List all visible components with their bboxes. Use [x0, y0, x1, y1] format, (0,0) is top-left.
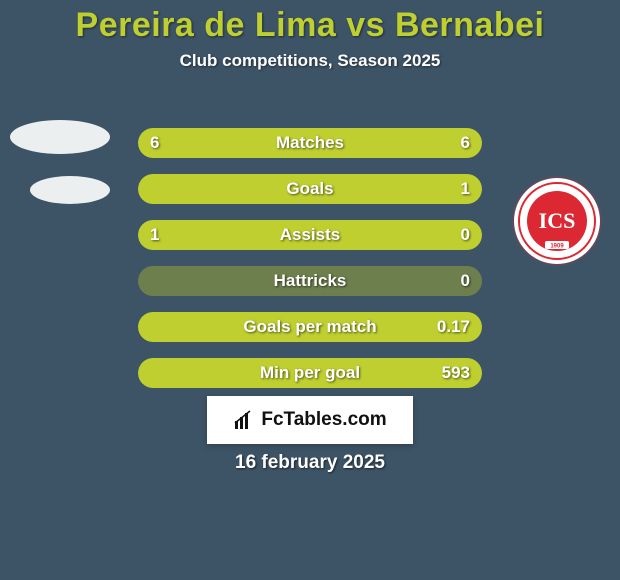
stat-value-left: 1: [150, 220, 159, 250]
stat-value-right: 0: [461, 266, 470, 296]
stat-row: Min per goal593: [0, 350, 620, 396]
stat-value-right: 1: [461, 174, 470, 204]
stat-row: Hattricks0: [0, 258, 620, 304]
stat-row: Assists1 0: [0, 212, 620, 258]
stat-label: Assists: [138, 220, 482, 250]
brand-card: FcTables.com: [207, 396, 413, 444]
stat-label: Hattricks: [138, 266, 482, 296]
stat-rows: Matches66Goals1Assists10Hattricks0Goals …: [0, 120, 620, 396]
brand-text: FcTables.com: [261, 409, 386, 431]
footer-date: 16 february 2025: [0, 452, 620, 474]
stat-row: Goals1: [0, 166, 620, 212]
stat-value-left: 6: [150, 128, 159, 158]
subtitle: Club competitions, Season 2025: [0, 51, 620, 71]
stat-row: Matches6 6: [0, 120, 620, 166]
stat-label: Min per goal: [138, 358, 482, 388]
stat-label: Goals: [138, 174, 482, 204]
stat-value-right: 6: [461, 128, 470, 158]
page-title: Pereira de Lima vs Bernabei: [0, 0, 620, 45]
stat-label: Goals per match: [138, 312, 482, 342]
stat-row: Goals per match0.17: [0, 304, 620, 350]
stat-value-right: 593: [442, 358, 470, 388]
comparison-card: Pereira de Lima vs Bernabei Club competi…: [0, 0, 620, 580]
stat-value-right: 0: [461, 220, 470, 250]
brand-chart-icon: [233, 409, 255, 431]
stat-value-right: 0.17: [437, 312, 470, 342]
stat-label: Matches: [138, 128, 482, 158]
